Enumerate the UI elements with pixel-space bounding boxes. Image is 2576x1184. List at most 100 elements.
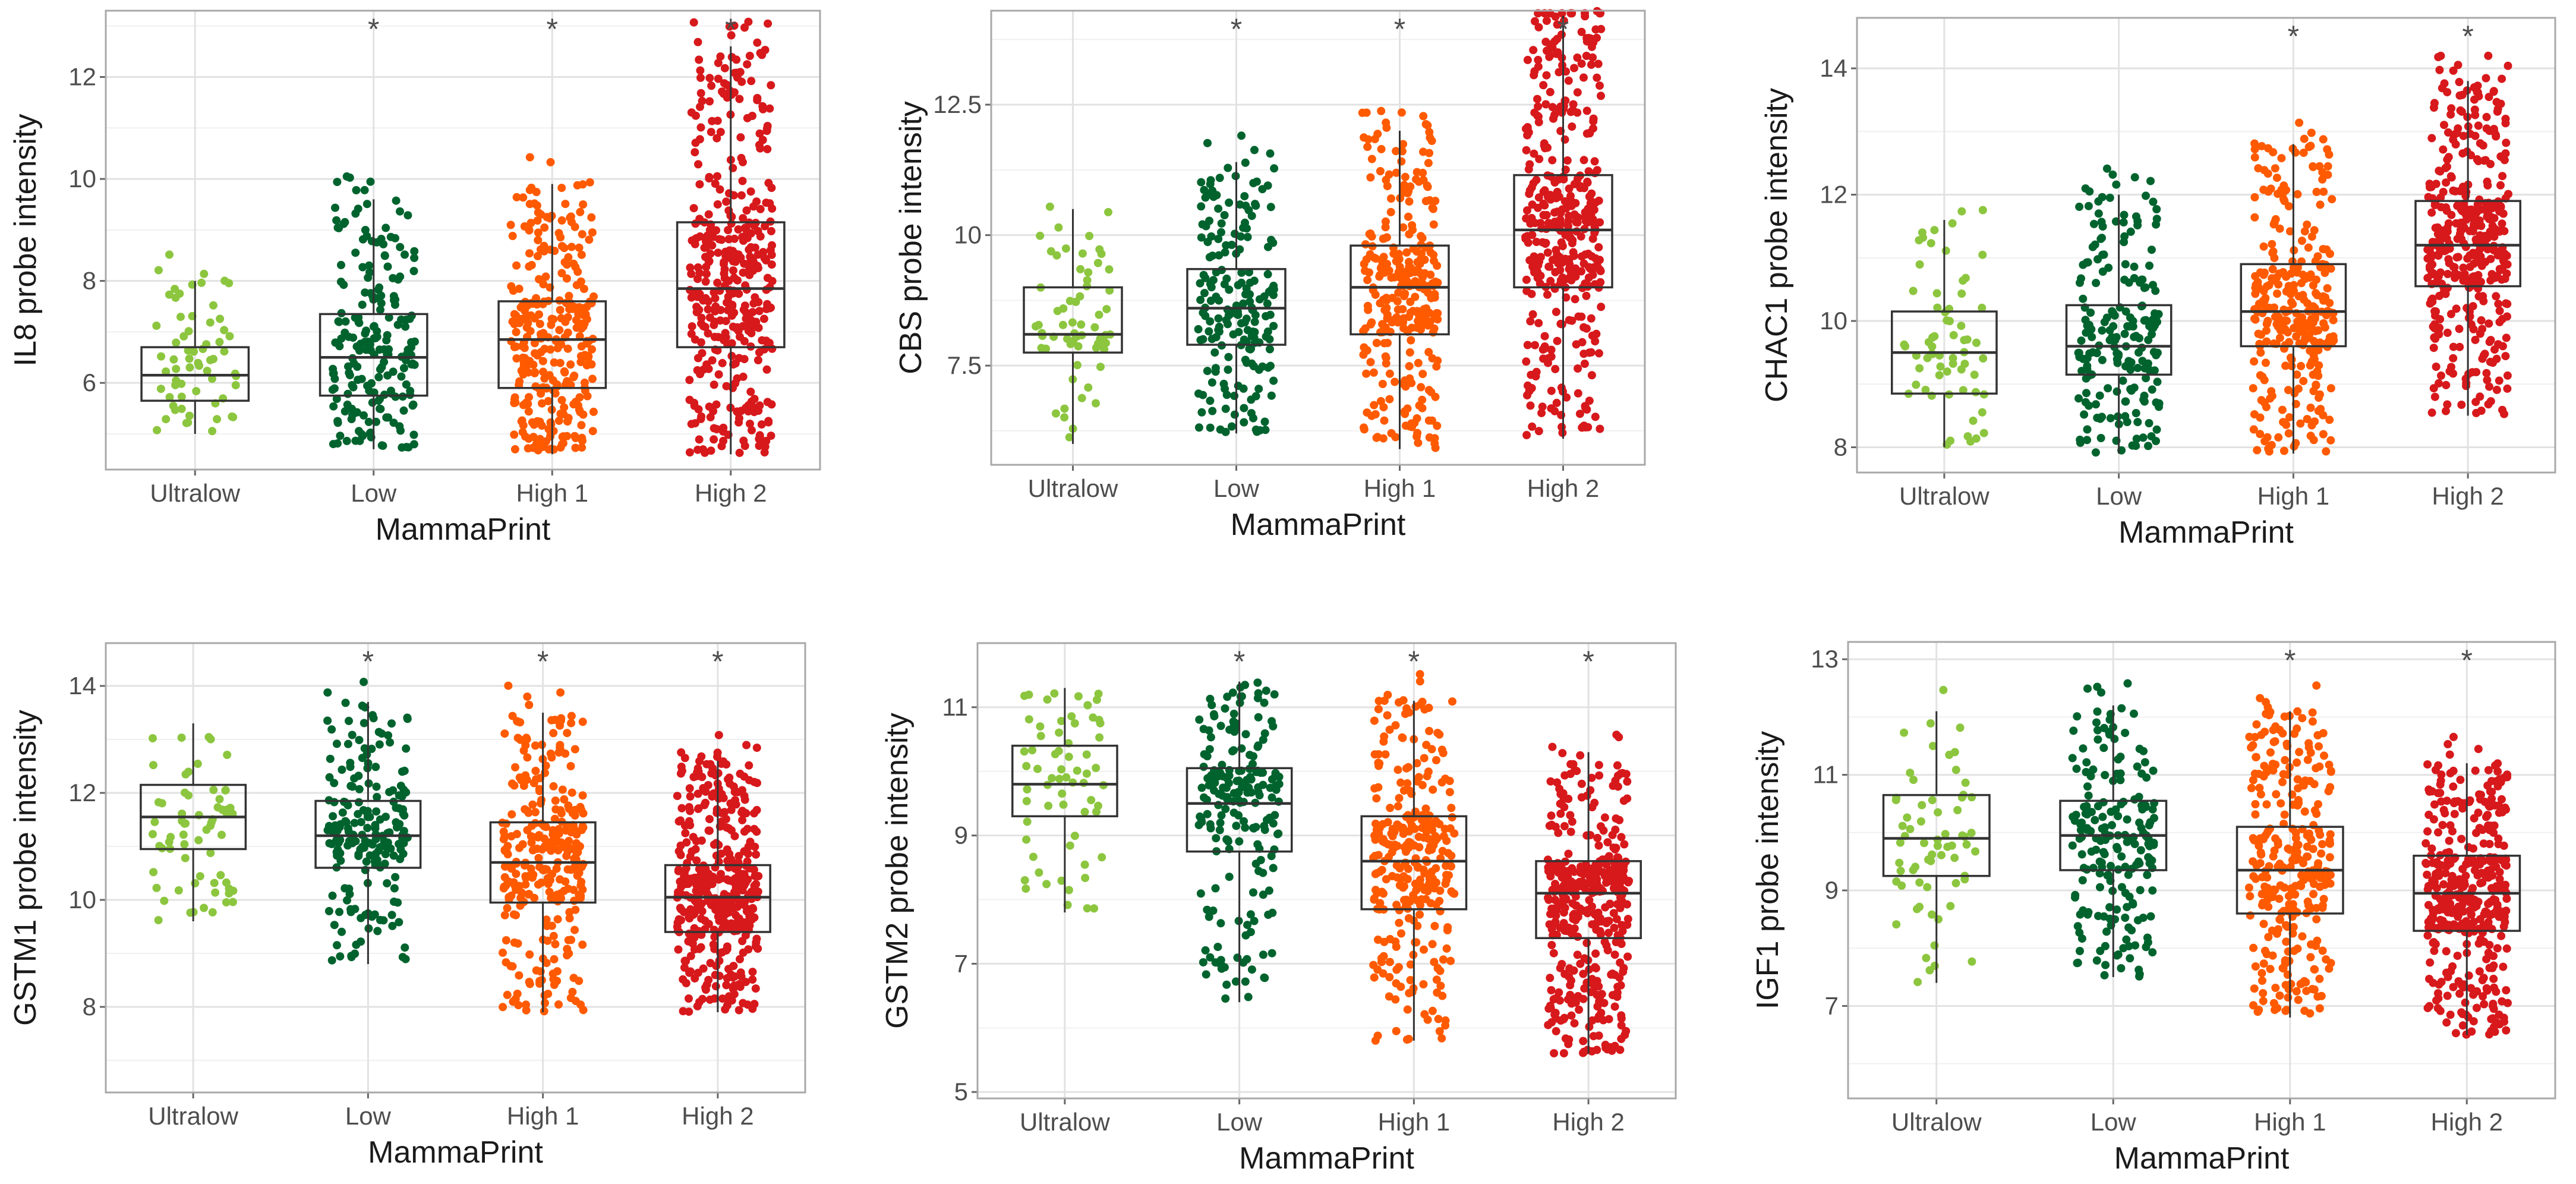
data-point: [2098, 355, 2107, 364]
data-point: [1580, 360, 1589, 368]
data-point: [1060, 413, 1069, 422]
data-point: [1389, 249, 1398, 258]
data-point: [1240, 418, 1248, 427]
data-point: [1370, 401, 1379, 410]
data-point: [1441, 1016, 1450, 1025]
data-point: [192, 387, 201, 396]
data-point: [1550, 176, 1559, 185]
data-point: [713, 748, 722, 757]
data-point: [1269, 322, 1278, 330]
data-point: [209, 786, 218, 794]
data-point: [2155, 402, 2163, 411]
data-point: [714, 74, 723, 83]
data-point: [2149, 315, 2158, 324]
data-point: [579, 809, 588, 818]
data-point: [500, 873, 509, 881]
data-point: [1207, 232, 1216, 241]
data-point: [1269, 819, 1278, 828]
data-point: [1396, 273, 1405, 282]
data-point: [569, 886, 578, 895]
data-point: [2487, 270, 2496, 279]
data-point: [401, 955, 410, 963]
data-point: [2144, 364, 2153, 373]
data-point: [1264, 363, 1273, 372]
data-point: [2282, 185, 2291, 194]
data-point: [1900, 340, 1909, 349]
data-point: [1930, 226, 1939, 235]
data-point: [1084, 383, 1093, 392]
data-point: [2132, 212, 2140, 221]
data-point: [2444, 255, 2453, 264]
data-point: [1199, 391, 1207, 399]
data-point: [1446, 956, 1455, 965]
data-point: [2130, 383, 2139, 392]
data-point: [677, 767, 686, 775]
data-point: [1534, 23, 1543, 32]
data-point: [519, 362, 528, 370]
data-point: [737, 191, 746, 200]
data-point: [165, 393, 174, 402]
data-point: [1085, 232, 1094, 240]
data-point: [2105, 193, 2114, 202]
data-point: [727, 351, 736, 360]
data-point: [1576, 184, 1585, 193]
y-tick-label: 12: [68, 63, 96, 91]
data-point: [510, 781, 519, 790]
significance-star: *: [2288, 20, 2299, 53]
data-point: [563, 729, 572, 738]
data-point: [343, 739, 352, 748]
data-point: [343, 389, 352, 398]
data-point: [701, 277, 710, 286]
data-point: [758, 439, 767, 448]
data-point: [162, 367, 171, 376]
data-point: [1395, 918, 1404, 927]
data-point: [696, 869, 705, 878]
data-point: [2142, 316, 2150, 325]
data-point: [525, 249, 534, 258]
data-point: [1552, 245, 1560, 254]
data-point: [1420, 945, 1428, 954]
data-point: [749, 256, 758, 265]
data-point: [1372, 339, 1381, 347]
data-point: [1084, 268, 1093, 277]
data-point: [571, 905, 580, 914]
data-point: [1948, 354, 1957, 363]
data-point: [1446, 824, 1455, 833]
significance-star: *: [1408, 645, 1420, 678]
data-point: [1243, 224, 1251, 233]
data-point: [2503, 300, 2512, 308]
x-tick-label: Low: [351, 479, 397, 507]
data-point: [1247, 344, 1256, 353]
data-point: [1396, 778, 1405, 787]
data-point: [1203, 905, 1212, 914]
data-point: [705, 174, 714, 183]
data-point: [693, 37, 702, 46]
data-point: [367, 379, 376, 388]
data-point: [1424, 767, 1433, 776]
data-point: [380, 251, 389, 260]
data-point: [193, 760, 202, 768]
data-point: [745, 52, 754, 60]
data-point: [2120, 329, 2129, 338]
data-point: [1425, 128, 1434, 137]
data-point: [2089, 219, 2098, 228]
data-point: [1584, 34, 1593, 42]
data-point: [1557, 383, 1566, 392]
data-point: [2144, 336, 2153, 344]
data-point: [358, 263, 367, 272]
data-point: [360, 185, 369, 194]
data-point: [538, 741, 546, 749]
data-point: [1395, 864, 1404, 873]
data-point: [1207, 283, 1216, 292]
data-point: [499, 1003, 507, 1012]
data-point: [1221, 404, 1230, 413]
data-point: [2443, 162, 2451, 171]
data-point: [2495, 207, 2504, 216]
data-point: [2312, 275, 2320, 284]
data-point: [2486, 254, 2495, 263]
data-point: [401, 250, 409, 259]
data-point: [570, 925, 579, 934]
data-point: [1428, 940, 1437, 949]
data-point: [209, 301, 217, 310]
data-point: [1594, 243, 1603, 251]
